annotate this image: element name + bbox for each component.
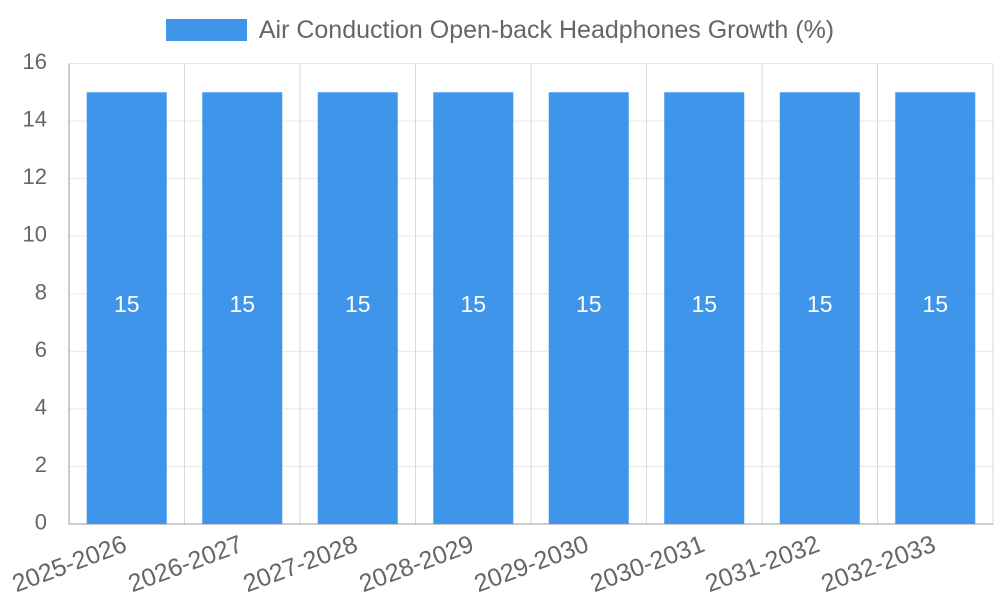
svg-text:15: 15 [576,291,602,317]
svg-text:4: 4 [35,394,47,419]
svg-text:15: 15 [922,291,948,317]
svg-text:15: 15 [345,291,371,317]
svg-text:15: 15 [807,291,833,317]
svg-text:15: 15 [691,291,717,317]
svg-text:15: 15 [114,291,140,317]
svg-text:16: 16 [23,49,47,74]
svg-text:12: 12 [23,164,47,189]
svg-text:2: 2 [35,452,47,477]
svg-text:8: 8 [35,279,47,304]
svg-text:6: 6 [35,337,47,362]
svg-text:14: 14 [23,107,47,132]
svg-text:15: 15 [229,291,255,317]
svg-text:0: 0 [35,510,47,535]
svg-text:15: 15 [460,291,486,317]
svg-text:10: 10 [23,222,47,247]
